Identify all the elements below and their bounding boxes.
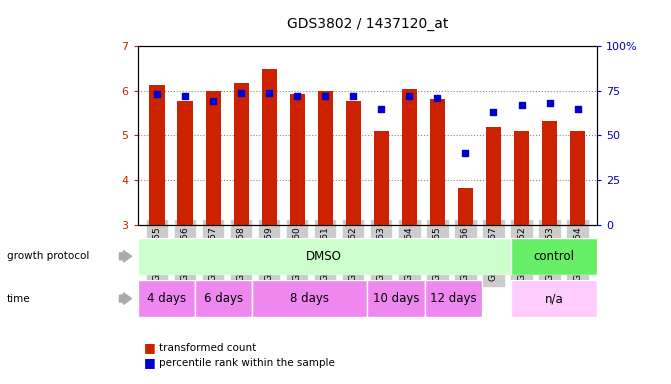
Point: [264, 89, 274, 96]
Point: [348, 93, 359, 99]
Point: [152, 91, 162, 98]
Point: [236, 89, 247, 96]
Bar: [290, 94, 305, 225]
Point: [404, 93, 415, 99]
Text: 8 days: 8 days: [291, 292, 329, 305]
Point: [320, 93, 331, 99]
Bar: [252, 280, 368, 317]
Text: ■: ■: [144, 356, 156, 369]
Text: control: control: [533, 250, 574, 263]
Point: [544, 100, 555, 106]
Text: percentile rank within the sample: percentile rank within the sample: [159, 358, 335, 368]
Point: [460, 150, 471, 156]
Point: [208, 98, 219, 104]
Bar: [570, 131, 585, 225]
Point: [572, 106, 583, 112]
Bar: [195, 280, 252, 317]
Bar: [205, 91, 221, 225]
Text: GDS3802 / 1437120_at: GDS3802 / 1437120_at: [287, 17, 448, 31]
Bar: [429, 99, 445, 225]
Bar: [138, 238, 511, 275]
Point: [376, 106, 386, 112]
Text: DMSO: DMSO: [307, 250, 342, 263]
Bar: [262, 69, 277, 225]
Bar: [458, 188, 473, 225]
Text: n/a: n/a: [545, 292, 564, 305]
Point: [516, 102, 527, 108]
Text: transformed count: transformed count: [159, 343, 256, 353]
Bar: [346, 101, 361, 225]
Bar: [511, 238, 597, 275]
Bar: [374, 131, 389, 225]
Point: [292, 93, 303, 99]
Bar: [402, 89, 417, 225]
Bar: [514, 131, 529, 225]
Bar: [234, 83, 249, 225]
Text: time: time: [7, 293, 30, 304]
Bar: [317, 91, 333, 225]
Bar: [542, 121, 557, 225]
Bar: [368, 280, 425, 317]
Text: 4 days: 4 days: [147, 292, 186, 305]
Point: [180, 93, 191, 99]
Bar: [486, 127, 501, 225]
Bar: [150, 85, 165, 225]
Bar: [425, 280, 482, 317]
Text: growth protocol: growth protocol: [7, 251, 89, 262]
Text: ■: ■: [144, 341, 156, 354]
Bar: [178, 101, 193, 225]
Text: 10 days: 10 days: [373, 292, 419, 305]
Text: 6 days: 6 days: [204, 292, 244, 305]
Text: 12 days: 12 days: [430, 292, 477, 305]
Point: [488, 109, 499, 115]
Bar: [511, 280, 597, 317]
Point: [432, 95, 443, 101]
Bar: [138, 280, 195, 317]
